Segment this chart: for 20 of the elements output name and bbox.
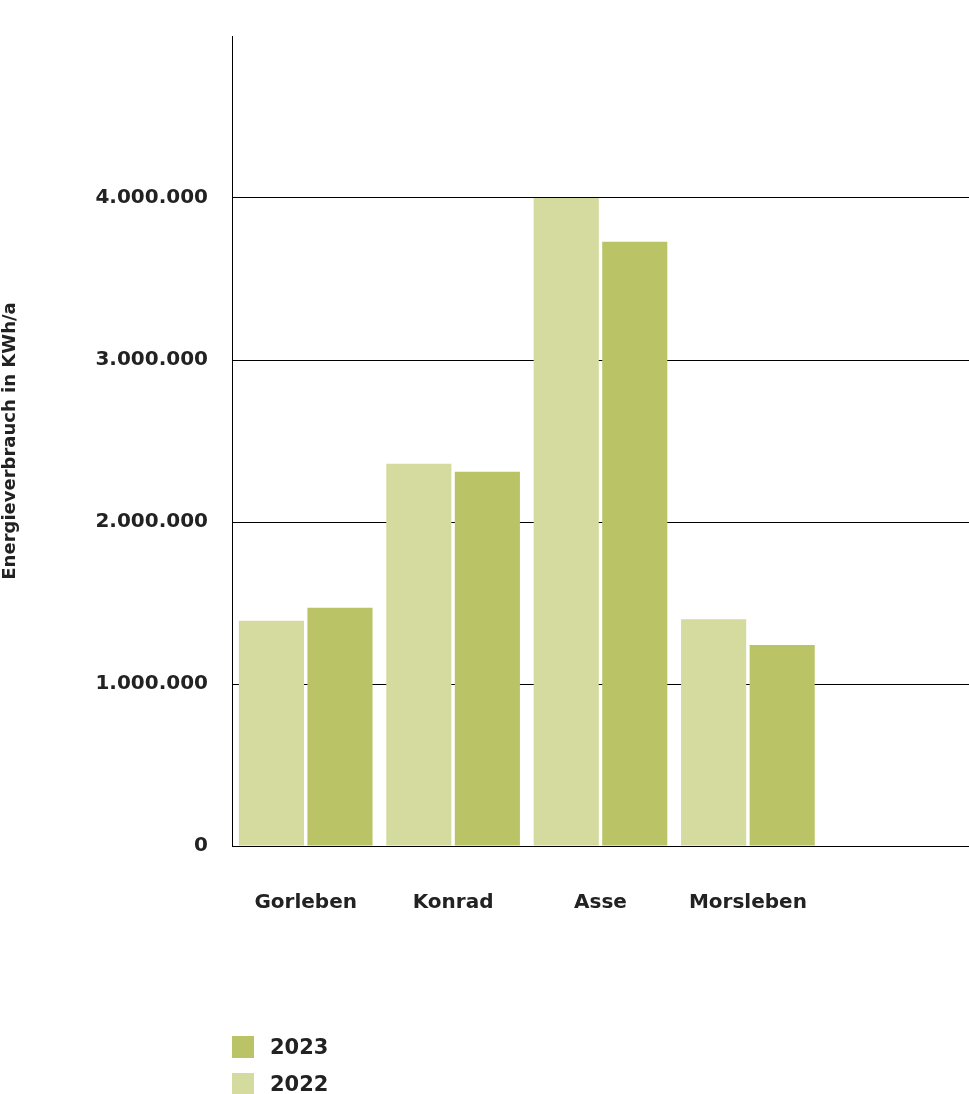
y-tick-label: 3.000.000 (95, 346, 208, 371)
bar (307, 607, 373, 846)
bar (238, 620, 304, 846)
legend-label: 2023 (270, 1034, 329, 1059)
y-tick-label: 4.000.000 (95, 184, 208, 209)
y-tick-label: 1.000.000 (95, 670, 208, 695)
x-tick-label: Gorleben (254, 889, 357, 914)
x-tick-label: Asse (574, 889, 627, 914)
bar (681, 619, 747, 846)
y-tick-label: 2.000.000 (95, 508, 208, 533)
bar (749, 645, 815, 846)
bar (454, 471, 520, 846)
x-tick-label: Morsleben (688, 889, 807, 914)
y-tick-label: 0 (194, 832, 208, 857)
legend-label: 2022 (270, 1071, 329, 1094)
bar (602, 241, 668, 846)
y-axis-title: Energieverbrauch in KWh/a (0, 302, 20, 580)
bar (386, 463, 452, 846)
x-tick-label: Konrad (412, 889, 494, 914)
bar (533, 198, 599, 846)
